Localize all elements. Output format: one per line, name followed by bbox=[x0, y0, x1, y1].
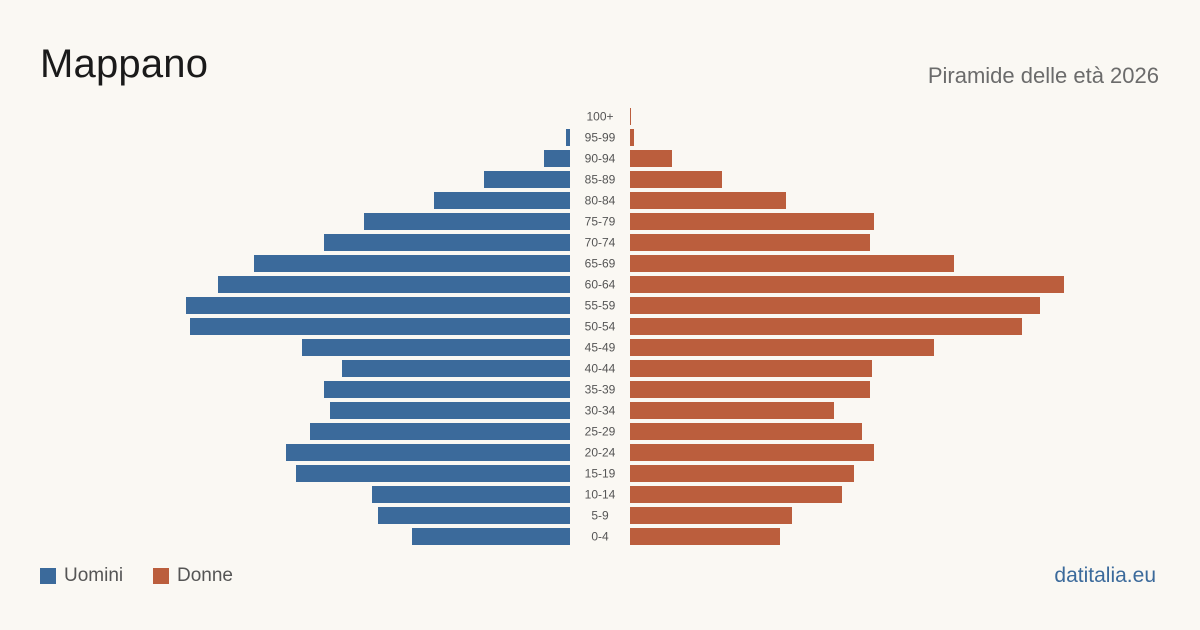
bar-male-20-24 bbox=[286, 444, 570, 461]
bar-female-50-54 bbox=[630, 318, 1022, 335]
age-label-70-74: 70-74 bbox=[585, 236, 616, 250]
bar-female-80-84 bbox=[630, 192, 786, 209]
bar-male-80-84 bbox=[434, 192, 570, 209]
legend-female-swatch bbox=[153, 568, 169, 584]
legend-male-label: Uomini bbox=[64, 565, 124, 586]
age-label-65-69: 65-69 bbox=[585, 257, 616, 271]
bar-female-85-89 bbox=[630, 171, 722, 188]
age-label-15-19: 15-19 bbox=[585, 467, 616, 481]
age-label-0-4: 0-4 bbox=[591, 530, 609, 544]
age-label-25-29: 25-29 bbox=[585, 425, 616, 439]
bar-female-0-4 bbox=[630, 528, 780, 545]
legend-female-label: Donne bbox=[177, 565, 233, 586]
bar-female-60-64 bbox=[630, 276, 1064, 293]
bar-male-65-69 bbox=[254, 255, 570, 272]
bar-female-55-59 bbox=[630, 297, 1040, 314]
bar-female-45-49 bbox=[630, 339, 934, 356]
bar-male-45-49 bbox=[302, 339, 570, 356]
bar-male-15-19 bbox=[296, 465, 570, 482]
legend-male: Uomini bbox=[40, 565, 123, 587]
bar-male-0-4 bbox=[412, 528, 570, 545]
bar-male-25-29 bbox=[310, 423, 570, 440]
age-label-85-89: 85-89 bbox=[585, 173, 616, 187]
age-label-75-79: 75-79 bbox=[585, 215, 616, 229]
bar-female-100plus bbox=[630, 108, 631, 125]
age-label-55-59: 55-59 bbox=[585, 299, 616, 313]
bar-male-5-9 bbox=[378, 507, 570, 524]
age-label-60-64: 60-64 bbox=[585, 278, 616, 292]
bar-female-75-79 bbox=[630, 213, 874, 230]
age-label-50-54: 50-54 bbox=[585, 320, 616, 334]
age-label-90-94: 90-94 bbox=[585, 152, 616, 166]
age-label-100plus: 100+ bbox=[586, 110, 613, 124]
bar-male-30-34 bbox=[330, 402, 570, 419]
bar-male-60-64 bbox=[218, 276, 570, 293]
age-label-5-9: 5-9 bbox=[591, 509, 609, 523]
bar-male-90-94 bbox=[544, 150, 570, 167]
age-label-35-39: 35-39 bbox=[585, 383, 616, 397]
bar-female-65-69 bbox=[630, 255, 954, 272]
bar-male-35-39 bbox=[324, 381, 570, 398]
bar-male-40-44 bbox=[342, 360, 570, 377]
bar-male-95-99 bbox=[566, 129, 570, 146]
bar-female-25-29 bbox=[630, 423, 862, 440]
bar-female-70-74 bbox=[630, 234, 870, 251]
age-label-20-24: 20-24 bbox=[585, 446, 616, 460]
bar-female-30-34 bbox=[630, 402, 834, 419]
bar-male-50-54 bbox=[190, 318, 570, 335]
bar-female-15-19 bbox=[630, 465, 854, 482]
bar-male-70-74 bbox=[324, 234, 570, 251]
bar-male-85-89 bbox=[484, 171, 570, 188]
bar-female-5-9 bbox=[630, 507, 792, 524]
bar-female-10-14 bbox=[630, 486, 842, 503]
brand-link[interactable]: datitalia.eu bbox=[1054, 564, 1156, 587]
age-label-30-34: 30-34 bbox=[585, 404, 616, 418]
bar-female-20-24 bbox=[630, 444, 874, 461]
legend-female: Donne bbox=[153, 565, 233, 587]
bar-female-35-39 bbox=[630, 381, 870, 398]
page-title: Mappano bbox=[40, 42, 209, 86]
bar-male-75-79 bbox=[364, 213, 570, 230]
age-label-40-44: 40-44 bbox=[585, 362, 616, 376]
bar-female-95-99 bbox=[630, 129, 634, 146]
age-label-80-84: 80-84 bbox=[585, 194, 616, 208]
bar-female-40-44 bbox=[630, 360, 872, 377]
age-label-10-14: 10-14 bbox=[585, 488, 616, 502]
age-label-45-49: 45-49 bbox=[585, 341, 616, 355]
page-subtitle: Piramide delle età 2026 bbox=[927, 63, 1159, 88]
bar-male-10-14 bbox=[372, 486, 570, 503]
bar-male-55-59 bbox=[186, 297, 570, 314]
bar-female-90-94 bbox=[630, 150, 672, 167]
legend-male-swatch bbox=[40, 568, 56, 584]
age-label-95-99: 95-99 bbox=[585, 131, 616, 145]
